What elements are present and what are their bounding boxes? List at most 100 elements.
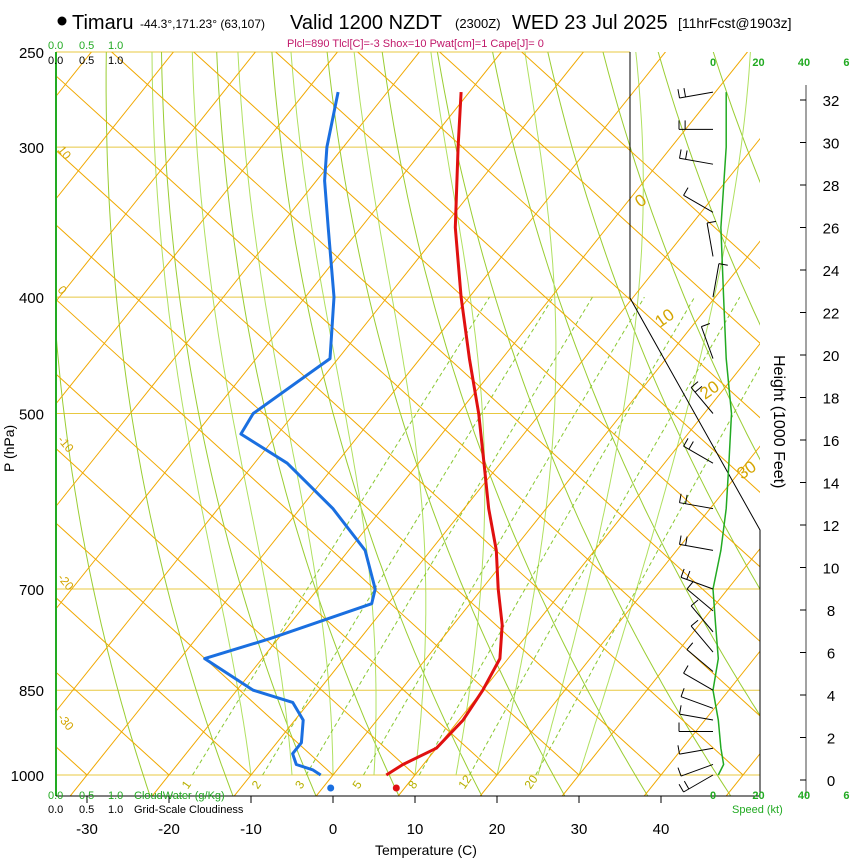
wind-barb-flag [677,745,681,755]
skew-cross-line [192,52,760,568]
skewt-grid [0,15,760,796]
cloud-scale-top-green-1: 0.5 [79,40,94,52]
isotherm [643,650,760,796]
wind-barb [680,688,714,709]
wind-barb-staff [686,649,714,672]
skew-cross-line [438,52,760,344]
dry-adiabat [547,52,760,591]
mixing-ratio-line [262,296,554,776]
skew-cross-line [55,74,760,717]
height-tick-label: 32 [823,93,840,110]
x-tick-label: 20 [489,821,506,838]
isotherm [55,52,339,406]
wind-barb-staff [679,543,714,551]
mixing-ratio-line [363,296,645,776]
wind-barb [686,581,714,612]
plot-frame [55,52,807,797]
wind-barb-flag [685,536,688,546]
forecast-info: [11hrFcst@1903z] [678,15,792,31]
moist-adiabat [496,52,557,776]
wind-barb-flag [680,688,685,697]
wind-barb-flag [685,150,688,160]
y2-axis-label: Height (1000 Feet) [770,355,787,488]
isotherm-label: -10 [55,433,77,456]
wind-barb-flag [679,149,682,159]
dry-adiabat [271,52,483,796]
skew-cross-line [274,52,760,493]
valid-date: WED 23 Jul 2025 [512,12,668,34]
speed-tick-top: 0 [710,57,716,69]
cloud-scale-bottom-green-2: 1.0 [108,790,123,802]
moist-adiabat [353,52,427,776]
skew-cross-line [55,223,662,776]
wind-barb-staff [690,625,714,653]
dry-adiabat [492,52,760,717]
mixing-ratio-label: 5 [350,778,365,792]
mixing-ratio-line [535,365,760,776]
isotherm [479,445,760,796]
cloudiness-label: Grid-Scale Cloudiness [134,804,244,816]
height-tick-label: 0 [827,773,835,790]
wind-barb-staff [706,222,714,257]
isotherm [55,52,175,201]
wind-barb-staff [680,576,714,590]
isotherm [55,52,421,509]
sounding-profiles [203,91,504,792]
wind-barb-staff [690,605,714,633]
dry-adiabat [55,314,151,796]
wind-barb [678,120,713,130]
station-coords: -44.3°,171.23° (63,107) [140,17,265,31]
moist-adiabat [290,52,377,776]
wind-barb [683,187,714,213]
height-tick-label: 10 [823,561,840,578]
dewpoint-surface-marker [327,784,335,792]
wind-barb-flag [686,642,694,650]
skew-cross-line [55,745,88,776]
mixing-ratio-label: 2 [249,778,264,792]
wind-barb-flag [678,783,684,793]
wind-speed-line [712,92,733,776]
isotherm [55,52,503,611]
wind-barb-staff [680,696,714,709]
height-tick-label: 16 [823,433,840,450]
skew-cross-line [55,596,252,776]
temperature-surface-marker [392,784,400,792]
upper-isotherm-label: 30 [733,457,759,483]
height-tick-label: 24 [823,263,840,280]
height-tick-label: 8 [827,603,835,620]
wind-barb [679,149,714,165]
wind-barb [677,763,714,777]
x-axis-label: Temperature (C) [375,842,477,858]
wind-barb [679,705,714,721]
wind-speed-profile [712,92,733,776]
skew-cross-line [0,15,5,775]
height-tick-label: 26 [823,221,840,238]
skew-cross-line [520,52,760,270]
isotherm-label: 10 [55,143,75,162]
wind-barb [700,323,714,359]
wind-barb-flag [690,599,699,607]
cloud-scale-bottom-black-2: 1.0 [108,804,123,816]
skew-cross-line [55,670,170,776]
sounding-params: Plcl=890 Tlcl[C]=-3 Shox=10 Pwat[cm]=1 C… [287,38,544,50]
wind-barb-staff [712,263,720,298]
wind-barb-flag [701,323,710,328]
isotherm [561,547,760,796]
wind-barb [678,722,713,733]
dry-adiabat [160,52,317,796]
wind-barb-staff [683,445,714,464]
wind-barb-staff [679,747,714,755]
wind-barb-flag [690,381,699,388]
wind-barb-flag [707,220,717,224]
isotherm [233,137,760,796]
moist-adiabat [578,52,751,776]
x-tick-label: 10 [407,821,424,838]
dry-adiabat [326,52,566,796]
dry-adiabat [436,52,732,796]
wind-barb [679,535,714,551]
speed-scale-bottom: 0 20 40 60 [710,790,850,802]
wind-barb [677,745,714,755]
wind-barb-flag [677,767,682,777]
skew-cross-line [55,521,334,776]
wind-barb-staff [686,588,714,612]
